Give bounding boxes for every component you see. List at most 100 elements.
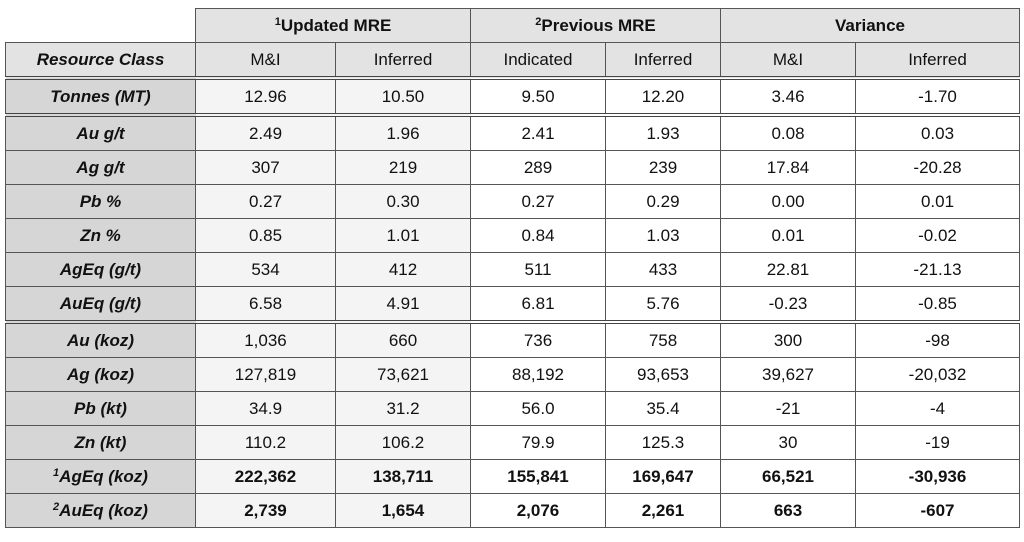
cell: 0.01 [854,184,1021,219]
cell: 307 [195,150,336,185]
cell: 17.84 [720,150,856,185]
cell: 1.01 [335,218,471,253]
group-header: 2Previous MRE [470,8,721,43]
label-text: Tonnes (MT) [50,86,151,106]
cell: 1.96 [335,113,471,151]
label-text: Ag g/t [76,157,125,177]
data-row: Zn (kt) 110.2 106.2 79.9 125.3 30 -19 [5,425,1021,460]
data-row: AgEq (g/t) 534 412 511 433 22.81 -21.13 [5,252,1021,287]
cell: -20.28 [854,150,1021,185]
cell: 106.2 [335,425,471,460]
blank-cell [5,8,196,43]
cell: 155,841 [470,459,606,494]
cell: 34.9 [195,391,336,426]
cell: 0.08 [720,113,856,151]
cell: -21.13 [854,252,1021,287]
data-row: Au g/t 2.49 1.96 2.41 1.93 0.08 0.03 [5,113,1021,151]
cell: 0.84 [470,218,606,253]
cell: 6.58 [195,286,336,323]
data-row: Au (koz) 1,036 660 736 758 300 -98 [5,320,1021,358]
cell: 433 [605,252,721,287]
data-row: AuEq (g/t) 6.58 4.91 6.81 5.76 -0.23 -0.85 [5,286,1021,323]
label-text: AgEq (koz) [59,466,148,486]
label-text: Pb % [79,191,122,211]
cell: 169,647 [605,459,721,494]
cell: -19 [854,425,1021,460]
data-row: Zn % 0.85 1.01 0.84 1.03 0.01 -0.02 [5,218,1021,253]
cell: 93,653 [605,357,721,392]
cell: 30 [720,425,856,460]
cell: 758 [605,320,721,358]
superscript: 2 [53,500,60,513]
cell: 35.4 [605,391,721,426]
data-row: Ag g/t 307 219 289 239 17.84 -20.28 [5,150,1021,185]
cell: 5.76 [605,286,721,323]
cell: 222,362 [195,459,336,494]
cell: 534 [195,252,336,287]
label-text: AgEq (g/t) [59,259,142,279]
cell: 1.93 [605,113,721,151]
cell: 39,627 [720,357,856,392]
cell: 3.46 [720,76,856,116]
label-text: AuEq (g/t) [59,293,142,313]
cell: -1.70 [854,76,1021,116]
cell: 56.0 [470,391,606,426]
cell: -4 [854,391,1021,426]
cell: 1.03 [605,218,721,253]
cell: 2,739 [195,493,336,528]
data-row: Pb % 0.27 0.30 0.27 0.29 0.00 0.01 [5,184,1021,219]
row-label: Ag g/t [5,150,196,185]
row-label: Pb (kt) [5,391,196,426]
cell: 0.27 [195,184,336,219]
cell: 66,521 [720,459,856,494]
cell: 0.85 [195,218,336,253]
label-text: Pb (kt) [74,398,127,418]
cell: -0.02 [854,218,1021,253]
label-text: Ag (koz) [66,364,135,384]
cell: 4.91 [335,286,471,323]
row-label: 2AuEq (koz) [5,493,196,528]
cell: 9.50 [470,76,606,116]
cell: 412 [335,252,471,287]
cell: 663 [720,493,856,528]
label-text: Au g/t [76,123,125,143]
column-header: Inferred [854,42,1021,79]
group-header: 1Updated MRE [195,8,471,43]
cell: 125.3 [605,425,721,460]
superscript: 2 [535,15,542,28]
cell: 79.9 [470,425,606,460]
cell: -21 [720,391,856,426]
cell: -20,032 [854,357,1021,392]
label-text: Zn % [80,225,121,245]
column-header: M&I [720,42,856,79]
cell: 138,711 [335,459,471,494]
row-label: AgEq (g/t) [5,252,196,287]
label-text: AuEq (koz) [59,500,148,520]
cell: -98 [854,320,1021,358]
cell: 2,261 [605,493,721,528]
data-row: 2AuEq (koz) 2,739 1,654 2,076 2,261 663 -607 [5,493,1021,528]
group-header: Variance [719,8,1021,43]
cell: 110.2 [195,425,336,460]
cell: 300 [720,320,856,358]
row-label: Au g/t [5,113,196,151]
row-label: Zn % [5,218,196,253]
cell: -30,936 [854,459,1021,494]
row-header: Resource Class [5,42,196,79]
table-body: 1Updated MRE 2Previous MRE Variance Resourc… [5,8,1021,528]
cell: 2.41 [470,113,606,151]
row-label: Zn (kt) [5,425,196,460]
cell: 239 [605,150,721,185]
cell: 2.49 [195,113,336,151]
cell: 6.81 [470,286,606,323]
cell: 0.27 [470,184,606,219]
cell: 511 [470,252,606,287]
cell: 736 [470,320,606,358]
row-label: Ag (koz) [5,357,196,392]
label-text: Variance [835,15,905,35]
data-row: 1AgEq (koz) 222,362 138,711 155,841 169,647 6… [5,459,1021,494]
superscript: 1 [274,15,281,28]
cell: 73,621 [335,357,471,392]
cell: 289 [470,150,606,185]
